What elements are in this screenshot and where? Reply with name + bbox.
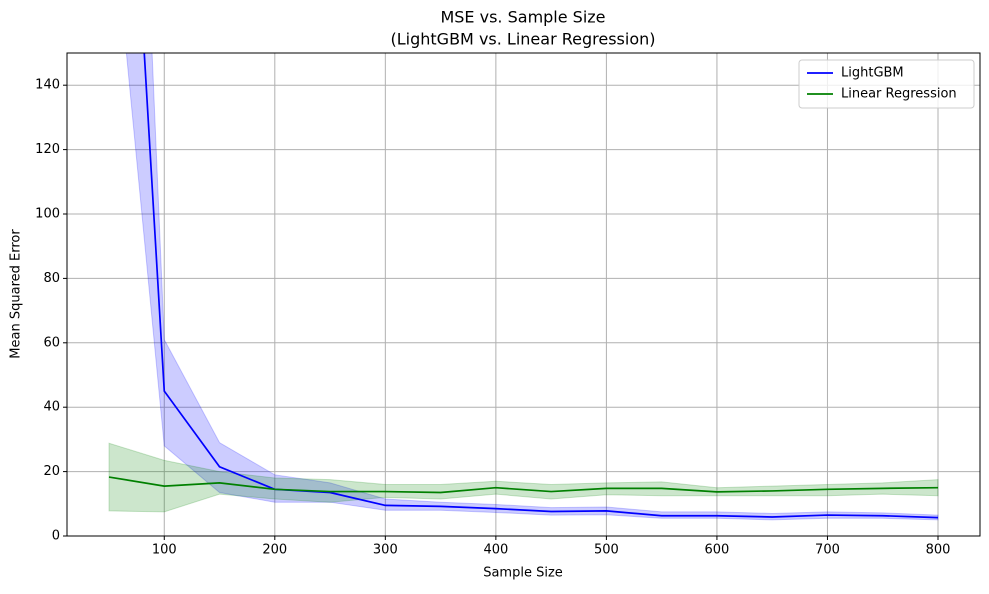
plot-frame [66,52,981,537]
y-tick-label: 140 [35,78,60,93]
x-tick-label: 200 [262,543,287,558]
confidence-band [125,53,939,521]
y-tick-label: 80 [43,271,60,286]
legend-label: LightGBM [841,66,904,81]
x-tick-label: 800 [926,543,951,558]
x-tick-label: 400 [483,543,508,558]
x-tick-label: 500 [594,543,619,558]
y-tick-label: 20 [43,464,60,479]
x-tick-label: 300 [373,543,398,558]
x-tick-label: 100 [152,543,177,558]
chart-title: (LightGBM vs. Linear Regression) [391,30,656,49]
chart-title: MSE vs. Sample Size [440,8,605,27]
y-tick-label: 60 [43,335,60,350]
x-axis-label: Sample Size [483,566,563,581]
y-tick-label: 40 [43,400,60,415]
y-axis-label: Mean Squared Error [9,229,24,359]
y-tick-label: 120 [35,142,60,157]
legend-label: Linear Regression [841,87,957,102]
y-tick-label: 0 [52,529,60,544]
x-tick-label: 700 [815,543,840,558]
x-tick-label: 600 [705,543,730,558]
legend-box [798,59,975,109]
confidence-band [108,442,939,513]
series-line [143,53,939,519]
series-line [108,476,939,494]
y-tick-label: 100 [35,207,60,222]
